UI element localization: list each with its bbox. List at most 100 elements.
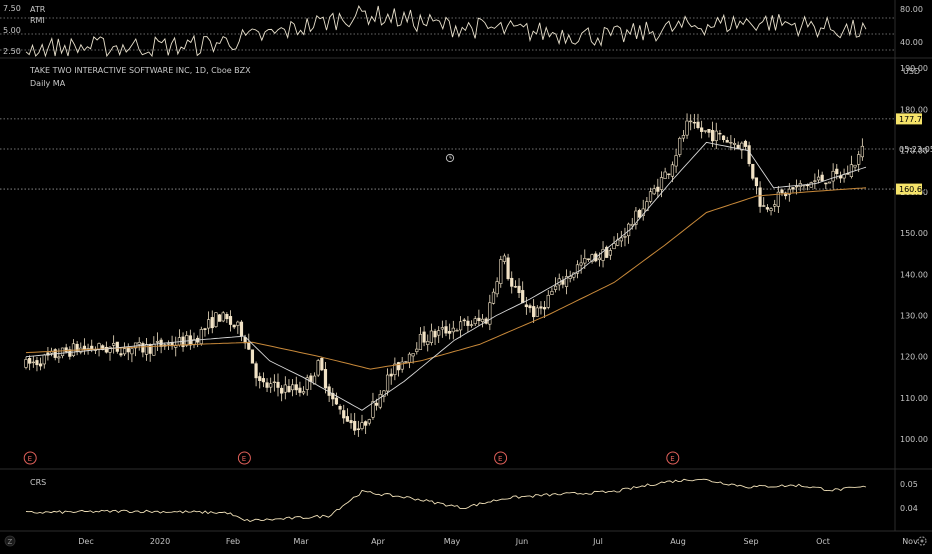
atr-tick-label: 2.50 bbox=[3, 47, 21, 56]
candle-body bbox=[729, 142, 733, 144]
candle-body bbox=[272, 381, 276, 384]
candle-body bbox=[831, 170, 835, 182]
atr-tick-label: 5.00 bbox=[3, 26, 21, 35]
price-tag-upper-text: 177.71 bbox=[899, 115, 927, 124]
candle-body bbox=[407, 353, 412, 363]
candle-body bbox=[685, 120, 689, 136]
candle-body bbox=[371, 401, 375, 418]
candle-body bbox=[345, 416, 349, 422]
candle-body bbox=[214, 312, 218, 327]
candle-body bbox=[824, 182, 828, 185]
crs-axis: 0.05 0.04 bbox=[900, 480, 918, 513]
candle-body bbox=[506, 257, 510, 280]
candle-body bbox=[123, 348, 127, 355]
candle-body bbox=[827, 181, 832, 184]
timezone-icon[interactable]: Z bbox=[4, 535, 16, 547]
candle-body bbox=[283, 384, 287, 393]
candle-body bbox=[448, 331, 452, 334]
candle-body bbox=[287, 386, 291, 393]
candle-body bbox=[623, 236, 627, 238]
candle-body bbox=[751, 163, 755, 179]
candle-body bbox=[356, 428, 360, 431]
candle-body bbox=[732, 143, 737, 145]
time-tick-label: Jun bbox=[515, 537, 529, 546]
candle-body bbox=[499, 259, 503, 284]
price-tag-timer: 05:23:05 bbox=[899, 145, 932, 154]
price-tick-label: 110.00 bbox=[900, 394, 928, 403]
candle-body bbox=[795, 185, 799, 188]
candle-body bbox=[378, 394, 382, 408]
price-tick-label: 190.00 bbox=[900, 64, 928, 73]
candle-body bbox=[780, 189, 784, 193]
candle-body bbox=[68, 349, 72, 357]
price-tick-label: 120.00 bbox=[900, 353, 928, 362]
candle-body bbox=[280, 387, 284, 394]
candle-body bbox=[389, 373, 393, 377]
crs-tick-label: 0.04 bbox=[900, 504, 918, 513]
candle-body bbox=[721, 135, 726, 140]
candle-body bbox=[221, 312, 225, 322]
time-tick-label: Mar bbox=[293, 537, 309, 546]
candle-body bbox=[294, 384, 298, 391]
candle-body bbox=[813, 180, 817, 182]
candle-body bbox=[809, 182, 813, 188]
candle-body bbox=[532, 306, 536, 318]
candle-body bbox=[119, 353, 123, 356]
price-tick-label: 140.00 bbox=[900, 270, 928, 279]
candle-body bbox=[575, 264, 580, 274]
candle-body bbox=[144, 344, 149, 355]
candle-body bbox=[400, 361, 404, 370]
candle-body bbox=[236, 321, 240, 326]
candle-body bbox=[656, 186, 660, 192]
candle-body bbox=[82, 345, 87, 350]
candle-body bbox=[608, 250, 612, 256]
crs-tick-label: 0.05 bbox=[900, 480, 918, 489]
candle-body bbox=[276, 381, 280, 388]
candle-body bbox=[174, 345, 178, 348]
candle-body bbox=[385, 374, 390, 392]
alarm-clock-icon[interactable] bbox=[445, 153, 455, 163]
candle-body bbox=[674, 155, 678, 167]
candle-body bbox=[415, 348, 419, 352]
ma-slow-line bbox=[25, 187, 867, 370]
candle-body bbox=[670, 164, 675, 177]
candle-body bbox=[860, 145, 864, 158]
candle-body bbox=[718, 132, 722, 135]
top-right-axis: 80.00 40.00 bbox=[900, 5, 923, 47]
time-tick-label: Apr bbox=[371, 537, 386, 546]
time-tick-label: Feb bbox=[226, 537, 240, 546]
candle-body bbox=[583, 258, 587, 264]
settings-gear-icon[interactable] bbox=[917, 536, 927, 546]
candle-body bbox=[703, 130, 707, 132]
indicator-panel-bottom[interactable]: CRS 0.05 0.04 bbox=[25, 478, 918, 523]
candle-body bbox=[217, 314, 222, 322]
candle-body bbox=[28, 357, 32, 364]
candle-body bbox=[42, 354, 46, 365]
candle-body bbox=[338, 406, 342, 410]
candle-body bbox=[634, 210, 638, 225]
candle-body bbox=[681, 135, 685, 139]
candle-body bbox=[108, 346, 112, 353]
countdown-timer: 05:23:05 bbox=[899, 145, 932, 154]
candle-body bbox=[586, 258, 591, 260]
candle-body bbox=[353, 420, 357, 431]
candle-body bbox=[316, 360, 320, 376]
candle-body bbox=[539, 306, 543, 309]
candle-body bbox=[488, 302, 492, 325]
candle-body bbox=[513, 286, 517, 288]
indicator-panel-top[interactable]: ATR RMI 7.50 5.00 2.50 80.00 40.00 bbox=[0, 4, 923, 58]
price-panel[interactable]: TAKE TWO INTERACTIVE SOFTWARE INC, 1D, C… bbox=[0, 64, 932, 465]
currency-label: USD bbox=[903, 67, 920, 76]
atr-label: ATR bbox=[30, 5, 46, 14]
candle-body bbox=[364, 421, 368, 426]
candle-body bbox=[462, 319, 466, 322]
candle-body bbox=[320, 358, 324, 371]
candle-body bbox=[298, 387, 302, 393]
candle-body bbox=[550, 291, 554, 295]
svg-text:Z: Z bbox=[8, 538, 13, 546]
candle-body bbox=[853, 164, 857, 168]
